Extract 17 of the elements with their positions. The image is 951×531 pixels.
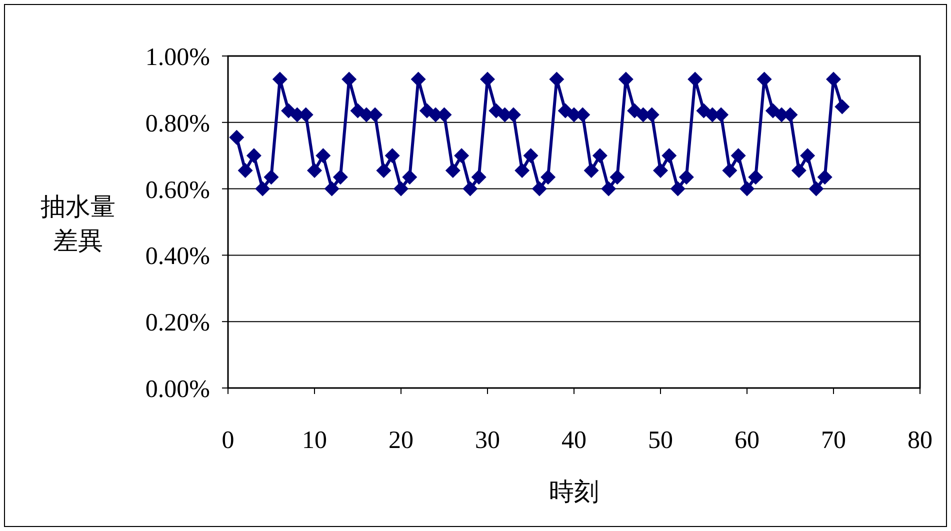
x-tick-label: 60: [734, 427, 760, 454]
x-tick-label: 40: [562, 427, 586, 454]
x-tick-label: 50: [648, 427, 673, 454]
x-axis-title: 時刻: [549, 478, 599, 506]
y-tick-label: 0.20%: [145, 310, 210, 337]
x-tick-label: 20: [388, 427, 414, 454]
x-tick-label: 70: [821, 427, 846, 454]
y-axis-title: 抽水量差異: [40, 194, 116, 255]
y-tick-label: 1.00%: [145, 44, 210, 71]
x-tick-label: 10: [302, 427, 327, 454]
x-tick-label: 0: [222, 427, 234, 454]
x-tick-label: 30: [475, 427, 500, 454]
y-tick-label: 0.80%: [145, 110, 210, 138]
y-tick-label: 0.00%: [145, 376, 210, 403]
x-tick-label: 80: [908, 427, 932, 454]
y-tick-label: 0.40%: [145, 243, 210, 270]
y-tick-label: 0.60%: [145, 176, 210, 204]
